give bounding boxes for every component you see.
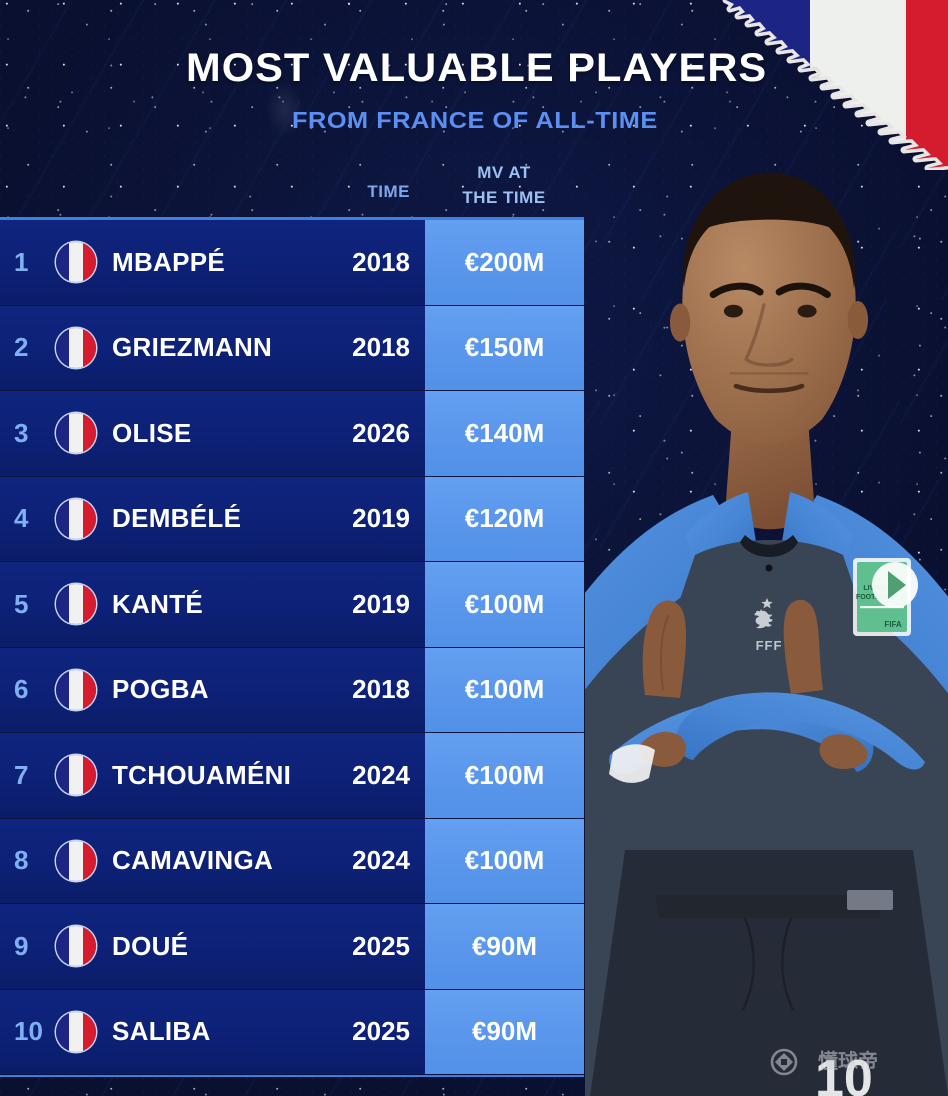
svg-text:FFF: FFF xyxy=(756,638,783,653)
svg-text:懂球帝: 懂球帝 xyxy=(818,1049,878,1073)
svg-text:FIFA: FIFA xyxy=(884,620,902,629)
